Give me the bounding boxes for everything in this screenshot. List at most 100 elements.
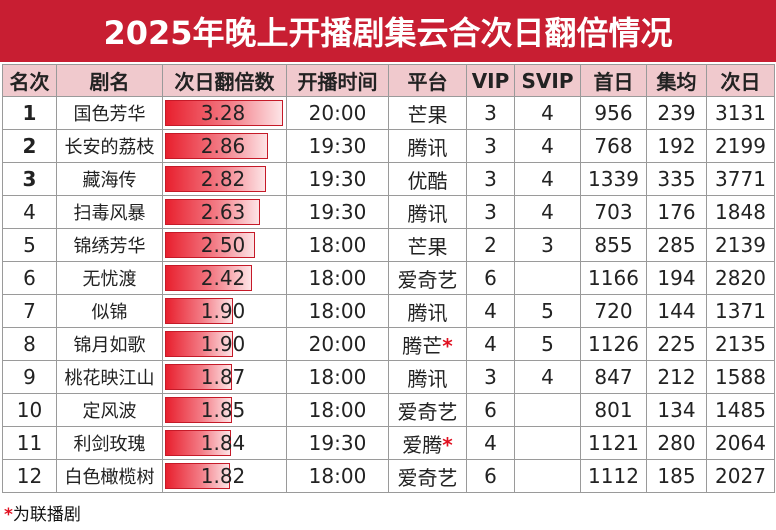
platform-cell: 芒果 — [388, 228, 467, 262]
rank-cell: 5 — [2, 228, 57, 262]
next-day-cell: 2027 — [706, 459, 775, 493]
footnote-text: 为联播剧 — [12, 505, 81, 525]
table-body: 1 国色芳华 3.28 20:00 芒果 3 4 956 239 3131 2 长安的荔枝 2.86 19… — [2, 96, 775, 493]
avg-cell: 176 — [646, 195, 707, 229]
first-day-cell: 1339 — [580, 162, 647, 196]
time-cell: 18:00 — [286, 360, 389, 394]
platform-cell: 爱奇艺 — [388, 393, 467, 427]
platform-cell: 腾芒* — [388, 327, 467, 361]
ratio-cell: 1.85 — [162, 393, 287, 427]
vip-cell: 3 — [466, 195, 515, 229]
avg-cell: 194 — [646, 261, 707, 295]
platform-name: 芒果 — [407, 102, 448, 127]
vip-cell: 4 — [466, 426, 515, 460]
time-cell: 19:30 — [286, 195, 389, 229]
first-day-cell: 855 — [580, 228, 647, 262]
drama-name-cell: 桃花映江山 — [56, 360, 163, 394]
avg-cell: 280 — [646, 426, 707, 460]
svip-cell: 4 — [514, 360, 581, 394]
ratio-bar — [165, 298, 233, 324]
vip-cell: 6 — [466, 459, 515, 493]
vip-cell: 6 — [466, 393, 515, 427]
next-day-cell: 3771 — [706, 162, 775, 196]
platform-cell: 芒果 — [388, 96, 467, 130]
first-day-cell: 1166 — [580, 261, 647, 295]
rank-cell: 3 — [2, 162, 57, 196]
time-cell: 18:00 — [286, 294, 389, 328]
table-row: 3 藏海传 2.82 19:30 优酷 3 4 1339 335 3771 — [2, 162, 775, 196]
platform-cell: 爱奇艺 — [388, 459, 467, 493]
table-row: 8 锦月如歌 1.90 20:00 腾芒* 4 5 1126 225 2135 — [2, 327, 775, 361]
next-day-cell: 2064 — [706, 426, 775, 460]
next-day-cell: 1371 — [706, 294, 775, 328]
col-header-rank: 名次 — [2, 64, 57, 97]
vip-cell: 3 — [466, 360, 515, 394]
rank-cell: 10 — [2, 393, 57, 427]
drama-name-cell: 长安的荔枝 — [56, 129, 163, 163]
platform-cell: 腾讯 — [388, 360, 467, 394]
header-row: 名次 剧名 次日翻倍数 开播时间 平台 VIP SVIP 首日 集均 次日 — [2, 64, 775, 97]
ratio-cell: 3.28 — [162, 96, 287, 130]
ratio-bar — [165, 166, 266, 192]
ratio-value: 1.90 — [200, 332, 246, 356]
rank-cell: 1 — [2, 96, 57, 130]
vip-cell: 3 — [466, 162, 515, 196]
rank-cell: 8 — [2, 327, 57, 361]
avg-cell: 239 — [646, 96, 707, 130]
ratio-value: 1.85 — [200, 398, 246, 422]
drama-name-cell: 白色橄榄树 — [56, 459, 163, 493]
drama-name-cell: 扫毒风暴 — [56, 195, 163, 229]
platform-name: 芒果 — [407, 234, 448, 259]
col-header-platform: 平台 — [388, 64, 467, 97]
first-day-cell: 956 — [580, 96, 647, 130]
time-cell: 19:30 — [286, 162, 389, 196]
col-header-ratio: 次日翻倍数 — [162, 64, 287, 97]
ratio-cell: 1.82 — [162, 459, 287, 493]
ratio-bar — [165, 331, 233, 357]
drama-name-cell: 无忧渡 — [56, 261, 163, 295]
platform-name: 腾讯 — [407, 201, 448, 226]
ratio-bar — [165, 430, 231, 456]
vip-cell: 6 — [466, 261, 515, 295]
ratio-value: 1.90 — [200, 299, 246, 323]
avg-cell: 335 — [646, 162, 707, 196]
avg-cell: 225 — [646, 327, 707, 361]
ratio-value: 2.82 — [200, 167, 246, 191]
rank-cell: 4 — [2, 195, 57, 229]
time-cell: 18:00 — [286, 459, 389, 493]
avg-cell: 285 — [646, 228, 707, 262]
ratio-cell: 2.82 — [162, 162, 287, 196]
ratio-bar — [165, 265, 252, 291]
platform-name: 优酷 — [407, 168, 448, 193]
svip-cell — [514, 426, 581, 460]
ratio-value: 2.86 — [200, 134, 246, 158]
platform-cell: 优酷 — [388, 162, 467, 196]
col-header-vip: VIP — [466, 64, 515, 97]
platform-name: 腾讯 — [407, 366, 448, 391]
col-header-name: 剧名 — [56, 64, 163, 97]
ratio-cell: 1.84 — [162, 426, 287, 460]
platform-name: 爱奇艺 — [397, 399, 458, 424]
page-title: 2025年晚上开播剧集云合次日翻倍情况 — [0, 0, 776, 62]
ratio-cell: 2.63 — [162, 195, 287, 229]
first-day-cell: 720 — [580, 294, 647, 328]
ratio-cell: 2.86 — [162, 129, 287, 163]
ratio-bar — [165, 199, 260, 225]
footnote-star: * — [4, 505, 13, 525]
platform-cell: 腾讯 — [388, 294, 467, 328]
platform-cell: 腾讯 — [388, 129, 467, 163]
first-day-cell: 1121 — [580, 426, 647, 460]
col-header-svip: SVIP — [514, 64, 581, 97]
vip-cell: 3 — [466, 96, 515, 130]
ratio-bar — [165, 100, 283, 126]
rank-cell: 6 — [2, 261, 57, 295]
platform-name: 爱腾 — [402, 432, 443, 457]
avg-cell: 212 — [646, 360, 707, 394]
table-row: 2 长安的荔枝 2.86 19:30 腾讯 3 4 768 192 2199 — [2, 129, 775, 163]
drama-name-cell: 锦绣芳华 — [56, 228, 163, 262]
vip-cell: 4 — [466, 294, 515, 328]
rank-cell: 2 — [2, 129, 57, 163]
svip-cell — [514, 393, 581, 427]
platform-name: 腾芒 — [402, 333, 443, 358]
